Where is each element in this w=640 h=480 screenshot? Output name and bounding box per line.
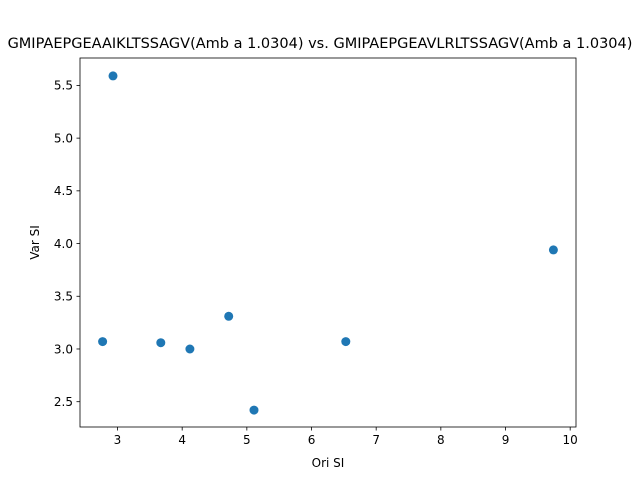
data-point-3 — [156, 338, 166, 348]
data-point-4 — [185, 344, 195, 354]
y-tick-label: 3.5 — [54, 290, 73, 304]
data-point-6 — [249, 405, 259, 415]
y-tick-label: 4.0 — [54, 237, 73, 251]
x-tick-label: 9 — [502, 433, 510, 447]
x-tick-label: 6 — [308, 433, 316, 447]
data-point-2 — [98, 337, 108, 347]
y-tick-label: 5.0 — [54, 131, 73, 145]
data-point-5 — [224, 311, 234, 321]
data-points — [98, 71, 558, 415]
x-tick-label: 3 — [114, 433, 122, 447]
plot-area-frame — [79, 57, 577, 428]
y-tick-label: 4.5 — [54, 184, 73, 198]
x-tick-label: 10 — [563, 433, 578, 447]
x-tick-label: 4 — [178, 433, 186, 447]
x-axis-label: Ori SI — [312, 456, 345, 470]
y-axis-label: Var SI — [28, 225, 42, 260]
chart-title: GMIPAEPGEAAIKLTSSAGV(Amb a 1.0304) vs. G… — [8, 36, 633, 52]
data-point-8 — [548, 245, 558, 255]
x-tick-label: 5 — [243, 433, 251, 447]
data-point-1 — [108, 71, 118, 81]
y-tick-label: 5.5 — [54, 79, 73, 93]
x-axis-ticks: 3 4 5 6 7 8 9 10 — [114, 427, 578, 447]
x-tick-label: 7 — [372, 433, 380, 447]
y-axis-ticks: 2.5 3.0 3.5 4.0 4.5 5.0 5.5 — [54, 79, 80, 409]
data-point-7 — [341, 337, 351, 347]
x-tick-label: 8 — [437, 433, 445, 447]
y-tick-label: 2.5 — [54, 395, 73, 409]
y-tick-label: 3.0 — [54, 342, 73, 356]
